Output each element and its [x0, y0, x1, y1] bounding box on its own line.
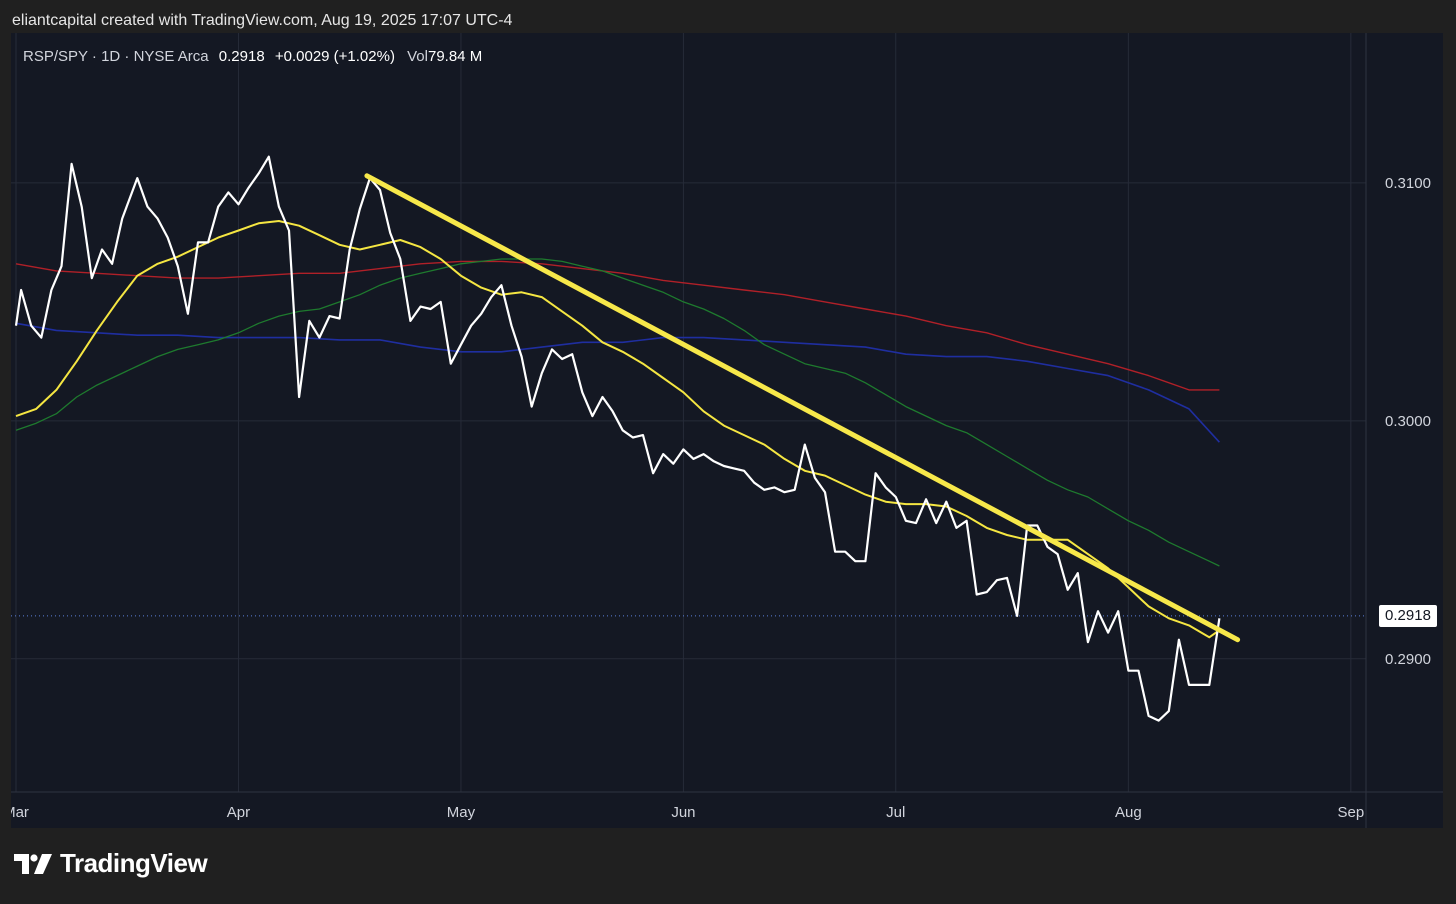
series-line-sma-blue	[15, 322, 1220, 443]
series-line-price	[14, 155, 1221, 722]
series-line-sma-green	[15, 258, 1220, 567]
last-price-tag: 0.2918	[1379, 604, 1437, 627]
symbol-label: RSP/SPY · 1D · NYSE Arca	[23, 48, 209, 65]
x-tick-label: Apr	[227, 804, 250, 821]
x-tick-label: Jul	[886, 804, 905, 821]
axis-group: Mar Apr May Jun Jul Aug Sep 0.2900 0.3000 0.3100	[11, 33, 1443, 828]
chart-svg[interactable]: Mar Apr May Jun Jul Aug Sep 0.2900 0.3000 0.3100	[11, 33, 1443, 828]
volume-label: Vol	[407, 48, 428, 65]
tradingview-brand: TradingView	[60, 848, 208, 878]
volume-value: 79.84 M	[427, 48, 483, 65]
y-tick-label: 0.2900	[1385, 651, 1431, 668]
tradingview-logo[interactable]: TradingView	[14, 848, 208, 879]
x-tick-label: Sep	[1337, 804, 1364, 821]
grid	[11, 33, 1366, 792]
tradingview-logo-icon	[14, 853, 52, 874]
x-tick-label: Jun	[671, 804, 695, 821]
series-line-ema-yellow	[15, 220, 1220, 639]
y-tick-label: 0.3100	[1385, 175, 1431, 192]
symbol-legend[interactable]: RSP/SPY · 1D · NYSE Arca 0.2918 +0.0029 …	[23, 48, 482, 65]
last-value: 0.2918	[218, 48, 265, 65]
x-tick-label: May	[447, 804, 476, 821]
series-group	[11, 155, 1366, 722]
chart-area[interactable]: MarAprMayJunJulAugSep0.29000.30000.3100 …	[11, 33, 1443, 828]
series-line-trendline	[364, 173, 1241, 643]
series-line-sma-red	[15, 260, 1220, 391]
change-value: +0.0029 (+1.02%)	[274, 48, 395, 65]
x-tick-label: Mar	[11, 804, 29, 821]
chart-credit: eliantcapital created with TradingView.c…	[12, 12, 513, 29]
x-tick-label: Aug	[1115, 804, 1142, 821]
y-tick-label: 0.3000	[1385, 413, 1431, 430]
